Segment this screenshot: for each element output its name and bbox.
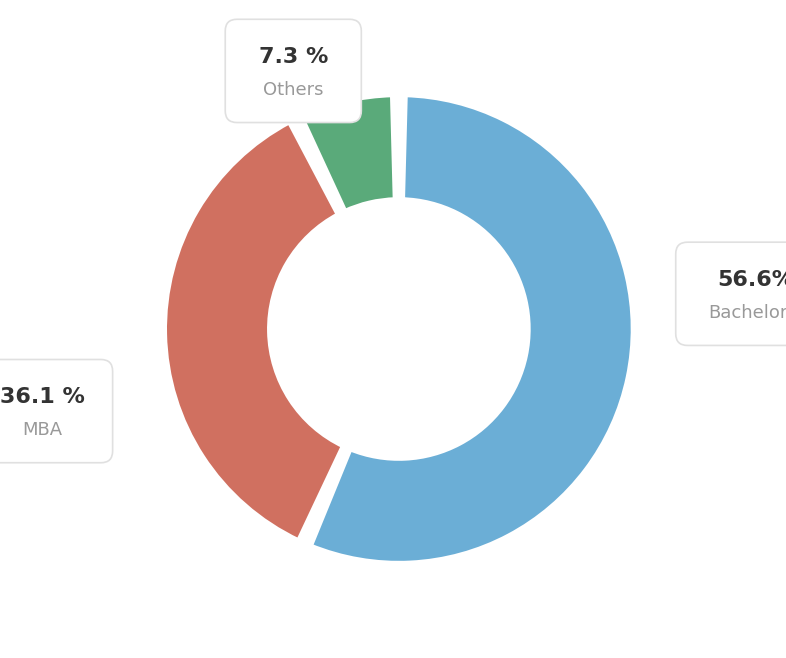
- Text: 56.6%: 56.6%: [717, 270, 786, 290]
- FancyBboxPatch shape: [676, 242, 786, 345]
- Wedge shape: [164, 122, 343, 541]
- Text: Bachelor's: Bachelor's: [709, 303, 786, 322]
- Text: 7.3 %: 7.3 %: [259, 47, 328, 67]
- Wedge shape: [300, 95, 395, 212]
- Text: MBA: MBA: [22, 421, 62, 439]
- Text: Others: Others: [263, 81, 324, 99]
- Wedge shape: [310, 95, 634, 564]
- Text: 36.1 %: 36.1 %: [0, 387, 85, 407]
- FancyBboxPatch shape: [0, 359, 112, 463]
- FancyBboxPatch shape: [226, 19, 362, 122]
